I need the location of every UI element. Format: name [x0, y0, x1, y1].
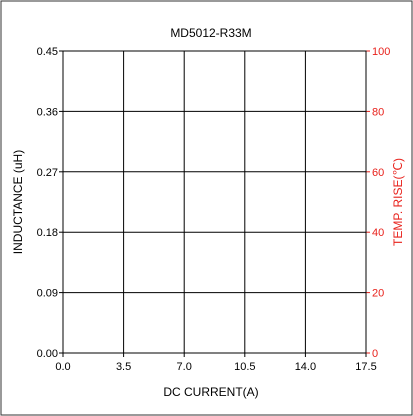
- y-tick-label: 0.18: [37, 227, 58, 239]
- x-tick-label: 14.0: [295, 361, 316, 373]
- x-tick-label: 0.0: [55, 361, 70, 373]
- y-tick-label: 0.45: [37, 46, 58, 58]
- plot-area: [62, 50, 367, 354]
- y-axis-label: INDUCTANCE (uH): [11, 150, 25, 254]
- x-tick-label: 3.5: [116, 361, 131, 373]
- y2-tick-label: 40: [372, 227, 384, 239]
- y2-tick-label: 60: [372, 167, 384, 179]
- x-tick-label: 7.0: [177, 361, 192, 373]
- y2-tick-label: 20: [372, 288, 384, 300]
- x-tick-label: 10.5: [234, 361, 255, 373]
- x-axis-label: DC CURRENT(A): [163, 385, 258, 399]
- y2-tick-label: 100: [372, 46, 390, 58]
- y2-axis-label: TEMP. RISE(℃): [391, 158, 405, 246]
- y-tick-label: 0.09: [37, 288, 58, 300]
- y-tick-label: 0.00: [37, 348, 58, 360]
- y2-tick-label: 0: [372, 348, 378, 360]
- x-tick-label: 17.5: [355, 361, 376, 373]
- y2-tick-label: 80: [372, 106, 384, 118]
- chart-title: MD5012-R33M: [170, 26, 251, 40]
- y-tick-label: 0.27: [37, 167, 58, 179]
- tick-layer: 0.0 3.5 7.0 10.5 14.0 17.5 0.00 0.09 0.18 0.27 0.3…: [37, 46, 391, 373]
- grid-layer: [63, 51, 366, 353]
- y-tick-label: 0.36: [37, 106, 58, 118]
